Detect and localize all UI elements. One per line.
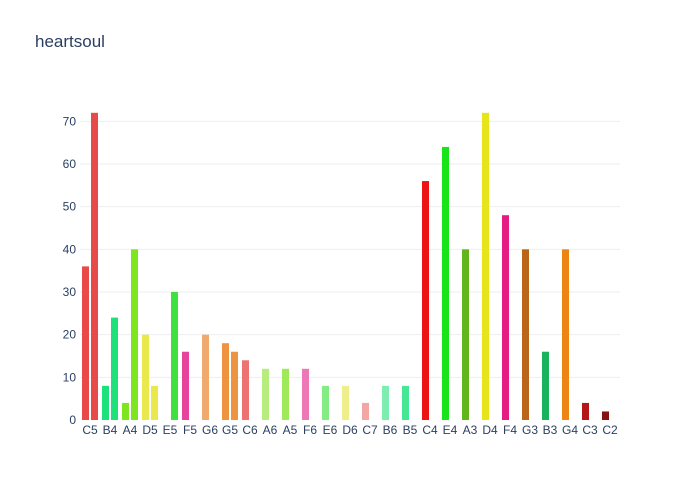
x-tick-label: D5 xyxy=(142,423,158,437)
x-tick-label: E5 xyxy=(163,423,178,437)
x-tick-label: G3 xyxy=(522,423,538,437)
bar-c4 xyxy=(422,181,429,420)
x-axis-ticks: C5 B4 A4 D5 E5 F5 G6 G5 C6 A6 A5 F6 E6 D6 C7 B6 B5 C4 E4 A3… xyxy=(82,423,618,437)
grid-lines xyxy=(80,120,620,378)
x-tick-label: B3 xyxy=(543,423,558,437)
x-tick-label: G6 xyxy=(202,423,218,437)
bar-g5 xyxy=(222,343,229,420)
x-tick-label: A5 xyxy=(283,423,298,437)
y-tick-label: 10 xyxy=(63,370,77,384)
bar-f5 xyxy=(182,351,189,420)
bar-c7 xyxy=(362,402,369,420)
bar-a3 xyxy=(462,249,469,420)
x-tick-label: F6 xyxy=(303,423,317,437)
x-tick-label: F4 xyxy=(503,423,517,437)
bar-c5 xyxy=(82,266,89,420)
x-tick-label: A3 xyxy=(463,423,478,437)
x-tick-label: C6 xyxy=(242,423,258,437)
x-tick-label: G4 xyxy=(562,423,578,437)
bar-e5 xyxy=(171,292,178,420)
x-tick-label: D6 xyxy=(342,423,358,437)
bar-e6 xyxy=(322,385,329,420)
bar-g6 xyxy=(202,334,209,420)
bar-a5 xyxy=(282,368,289,420)
bar-b4 xyxy=(102,385,109,420)
x-tick-label: B5 xyxy=(403,423,418,437)
bar-a6 xyxy=(262,368,269,420)
x-tick-label: B6 xyxy=(383,423,398,437)
x-tick-label: C3 xyxy=(582,423,598,437)
bar-f4 xyxy=(502,215,509,420)
bar-g3 xyxy=(522,249,529,420)
x-tick-label: G5 xyxy=(222,423,238,437)
x-tick-label: E4 xyxy=(443,423,458,437)
y-tick-label: 60 xyxy=(63,157,77,171)
x-tick-label: C2 xyxy=(602,423,618,437)
x-tick-label: F5 xyxy=(183,423,197,437)
bar-b4 xyxy=(111,317,118,420)
x-tick-label: D4 xyxy=(482,423,498,437)
y-tick-label: 40 xyxy=(63,242,77,256)
x-tick-label: A4 xyxy=(123,423,138,437)
bar-a4 xyxy=(122,402,129,420)
bar-c6 xyxy=(242,360,249,420)
bar-d5 xyxy=(151,385,158,420)
bar-c2 xyxy=(602,411,609,420)
x-tick-label: C5 xyxy=(82,423,98,437)
bar-b6 xyxy=(382,385,389,420)
bar-b3 xyxy=(542,351,549,420)
bar-b5 xyxy=(402,385,409,420)
x-tick-label: A6 xyxy=(263,423,278,437)
y-tick-label: 30 xyxy=(63,285,77,299)
y-tick-label: 20 xyxy=(63,328,77,342)
bar-d4 xyxy=(482,112,489,421)
chart-title: heartsoul xyxy=(35,32,105,51)
x-tick-label: E6 xyxy=(323,423,338,437)
y-tick-label: 70 xyxy=(63,114,77,128)
x-tick-label: C7 xyxy=(362,423,378,437)
x-tick-label: C4 xyxy=(422,423,438,437)
bar-d5 xyxy=(142,334,149,420)
bar-a4 xyxy=(131,249,138,420)
bar-f6 xyxy=(302,368,309,420)
y-axis-ticks: 0 10 20 30 40 50 60 70 xyxy=(63,114,77,427)
bars xyxy=(82,112,609,421)
bar-d6 xyxy=(342,385,349,420)
bar-e4 xyxy=(442,146,449,420)
y-tick-label: 50 xyxy=(63,200,77,214)
bar-g4 xyxy=(562,249,569,420)
bar-c5 xyxy=(91,112,98,421)
y-tick-label: 0 xyxy=(69,413,76,427)
bar-g5 xyxy=(231,351,238,420)
x-tick-label: B4 xyxy=(103,423,118,437)
bar-c3 xyxy=(582,402,589,420)
